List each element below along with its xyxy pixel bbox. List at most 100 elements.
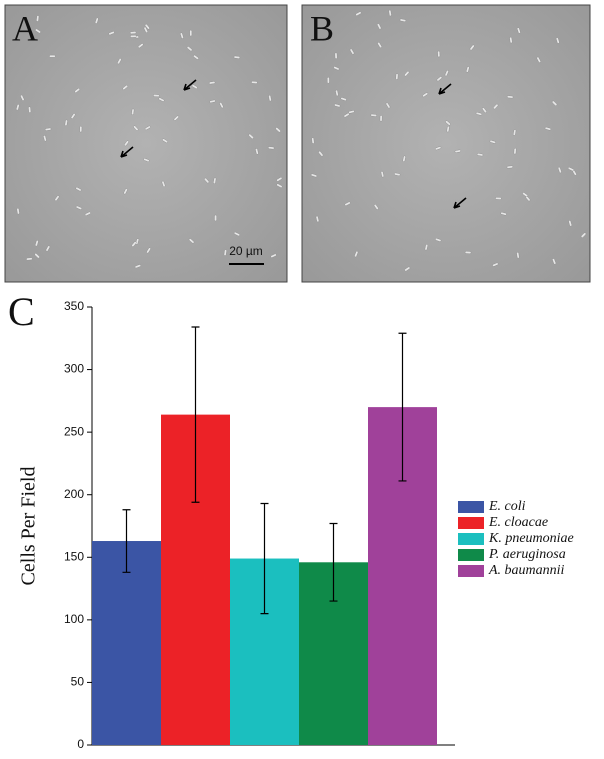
cell <box>44 127 52 131</box>
cell <box>143 26 148 33</box>
cell <box>233 55 241 59</box>
cell <box>248 133 254 139</box>
cell <box>188 238 195 244</box>
cell <box>146 247 151 254</box>
y-tick-label: 0 <box>77 737 84 751</box>
panel-label: B <box>310 8 334 48</box>
cell <box>500 211 507 216</box>
cell <box>134 264 141 269</box>
cell <box>399 18 407 22</box>
micrograph-a: A 20 µm <box>4 4 288 283</box>
y-tick-label: 350 <box>64 299 84 313</box>
cell <box>74 88 81 93</box>
micrograph-b: B <box>301 4 591 283</box>
cell <box>402 155 406 162</box>
cell <box>275 127 281 133</box>
cell <box>379 115 383 122</box>
y-tick-label: 200 <box>64 487 84 501</box>
image-frame <box>4 4 288 283</box>
panel-label: A <box>12 8 38 48</box>
cell <box>79 125 83 133</box>
cell <box>377 23 382 30</box>
cell <box>424 244 429 251</box>
cell <box>131 108 135 115</box>
cell <box>20 94 25 101</box>
cell <box>123 188 128 195</box>
legend-label: A. baumannii <box>488 563 565 578</box>
cell <box>355 11 362 16</box>
cell <box>133 125 139 131</box>
cell <box>233 231 240 237</box>
cell <box>117 58 122 65</box>
cell <box>465 66 470 73</box>
cell <box>54 195 60 202</box>
cell <box>311 137 315 144</box>
cell <box>34 240 39 247</box>
cell <box>492 262 499 267</box>
cell <box>15 104 20 111</box>
cell <box>255 148 259 155</box>
cell <box>394 172 401 177</box>
legend-swatch <box>458 549 484 561</box>
cell <box>568 167 575 172</box>
cell <box>380 171 385 178</box>
cell <box>124 140 129 147</box>
y-tick-label: 50 <box>71 675 85 689</box>
cell <box>223 249 227 256</box>
cell <box>334 103 341 108</box>
cell <box>251 80 258 84</box>
cell <box>551 100 558 106</box>
cell <box>544 126 552 131</box>
cell <box>464 251 472 254</box>
cell <box>354 251 359 258</box>
cell <box>153 94 160 98</box>
cell <box>34 253 40 259</box>
cell <box>36 15 40 22</box>
cell <box>158 97 165 102</box>
cell <box>161 180 166 188</box>
cell <box>506 95 514 99</box>
cell <box>580 232 587 238</box>
cell <box>493 103 499 110</box>
legend-swatch <box>458 533 484 545</box>
cell <box>84 211 91 216</box>
legend-swatch <box>458 517 484 529</box>
cell <box>327 77 330 84</box>
legend-label: K. pneumoniae <box>488 531 574 546</box>
arrow <box>438 83 467 209</box>
cell <box>204 177 210 184</box>
cell <box>189 29 193 37</box>
cell <box>108 31 115 36</box>
cell <box>489 139 496 144</box>
cell <box>137 43 144 49</box>
cell <box>516 252 520 259</box>
cell <box>404 266 411 272</box>
cell <box>373 204 379 210</box>
cell <box>173 115 180 121</box>
legend-label: E. cloacae <box>488 515 548 530</box>
error-bar <box>122 509 131 573</box>
cell <box>315 215 320 223</box>
cell <box>340 97 347 101</box>
cell <box>122 84 128 90</box>
cell <box>35 28 41 34</box>
cell <box>568 220 573 227</box>
cell <box>476 153 484 157</box>
cell <box>522 192 528 198</box>
legend-swatch <box>458 565 484 577</box>
legend-label: P. aeruginosa <box>488 547 566 562</box>
cell <box>16 207 20 215</box>
cell <box>193 54 199 60</box>
cell <box>131 241 137 247</box>
cell <box>469 44 475 51</box>
cell <box>475 111 483 116</box>
cell <box>310 173 318 178</box>
cell <box>270 253 277 258</box>
cell <box>75 186 82 192</box>
cell <box>26 257 33 261</box>
cell <box>444 70 449 77</box>
cell <box>513 147 517 155</box>
error-bar <box>191 326 200 503</box>
error-bar <box>260 502 269 615</box>
cell <box>209 99 216 104</box>
